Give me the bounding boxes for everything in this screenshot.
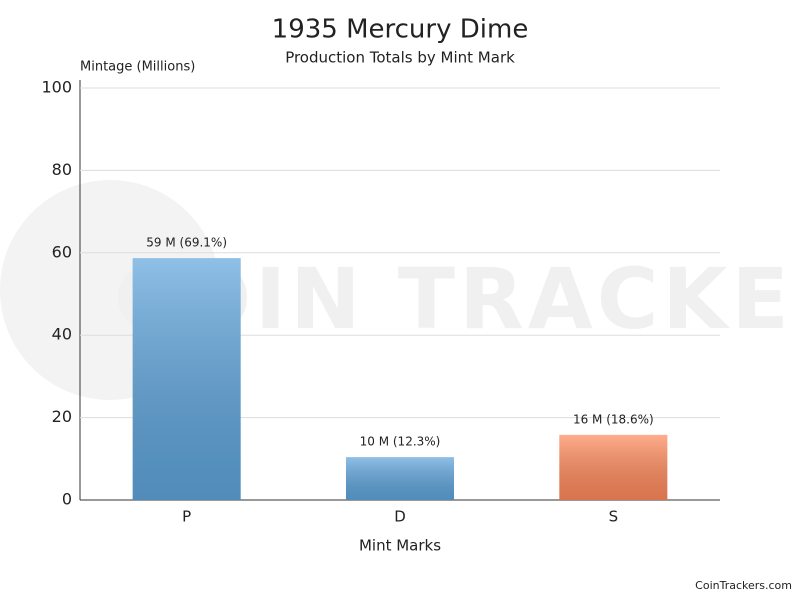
y-tick-label: 80 <box>52 160 72 179</box>
y-tick-label: 40 <box>52 325 72 344</box>
data-label: 10 M (12.3%) <box>360 435 441 449</box>
x-tick-label: S <box>609 508 619 526</box>
y-tick-label: 100 <box>41 78 72 97</box>
data-label: 16 M (18.6%) <box>573 412 654 426</box>
bar-shine <box>132 258 241 500</box>
chart-title: 1935 Mercury Dime <box>272 15 529 45</box>
x-tick-label: D <box>394 508 406 526</box>
bar-shine <box>559 434 668 500</box>
bar-shine <box>346 457 454 500</box>
x-axis-label: Mint Marks <box>359 537 441 555</box>
x-tick-label: P <box>182 508 191 526</box>
data-label: 59 M (69.1%) <box>146 236 227 250</box>
footer: CoinTrackers.com <box>695 579 792 592</box>
y-axis-label: Mintage (Millions) <box>80 60 195 75</box>
y-tick-label: 0 <box>62 490 72 509</box>
y-tick-label: 60 <box>52 242 72 261</box>
y-tick-label: 20 <box>52 407 72 426</box>
chart-subtitle: Production Totals by Mint Mark <box>285 49 515 67</box>
